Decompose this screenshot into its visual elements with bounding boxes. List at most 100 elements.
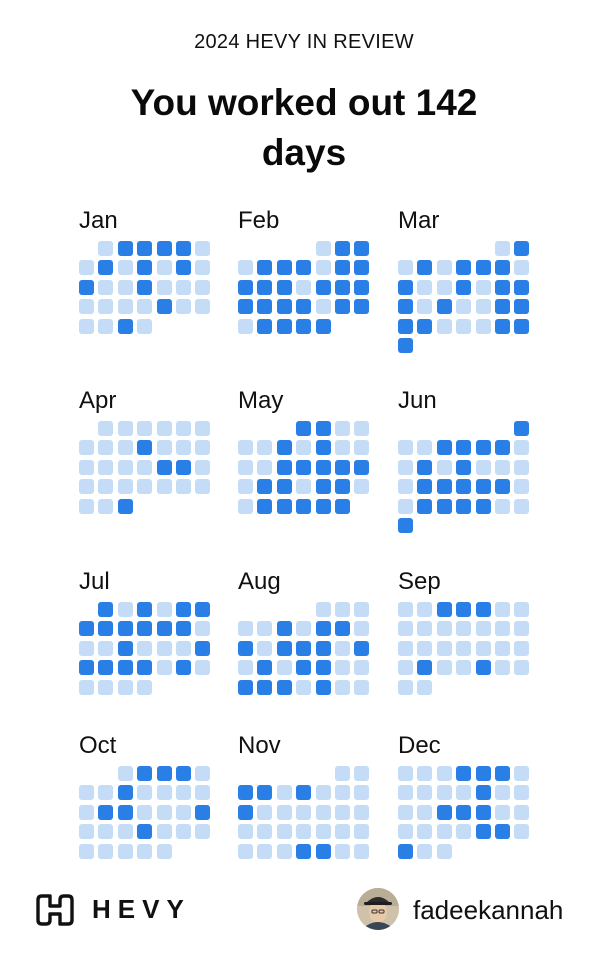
day-cell bbox=[98, 421, 113, 436]
month-label: Nov bbox=[238, 732, 281, 759]
user-avatar[interactable] bbox=[357, 888, 399, 930]
username[interactable]: fadeekannah bbox=[413, 895, 564, 925]
day-cell bbox=[238, 460, 253, 475]
day-cell bbox=[398, 805, 413, 820]
day-cell-workout bbox=[277, 641, 292, 656]
month-day-grid bbox=[79, 766, 219, 886]
day-cell-workout bbox=[296, 499, 311, 514]
day-cell-workout bbox=[137, 766, 152, 781]
day-cell bbox=[98, 844, 113, 859]
day-cell-workout bbox=[296, 660, 311, 675]
day-cell-workout bbox=[476, 805, 491, 820]
day-cell-workout bbox=[257, 660, 272, 675]
day-cell bbox=[437, 844, 452, 859]
day-cell bbox=[176, 440, 191, 455]
day-cell bbox=[238, 479, 253, 494]
day-cell bbox=[79, 499, 94, 514]
month-label: Feb bbox=[238, 207, 280, 234]
day-cell bbox=[437, 280, 452, 295]
day-cell bbox=[417, 805, 432, 820]
month-day-grid bbox=[79, 421, 219, 541]
day-cell bbox=[456, 660, 471, 675]
day-cell-workout bbox=[118, 241, 133, 256]
day-cell bbox=[398, 479, 413, 494]
day-cell bbox=[98, 299, 113, 314]
day-cell-workout bbox=[335, 280, 350, 295]
day-cell bbox=[118, 260, 133, 275]
day-cell-workout bbox=[157, 621, 172, 636]
day-cell-workout bbox=[79, 660, 94, 675]
day-cell-workout bbox=[238, 299, 253, 314]
day-cell bbox=[437, 660, 452, 675]
day-cell-workout bbox=[495, 299, 510, 314]
day-cell-workout bbox=[176, 766, 191, 781]
day-cell bbox=[398, 440, 413, 455]
day-cell-workout bbox=[296, 260, 311, 275]
day-cell-workout bbox=[257, 260, 272, 275]
day-cell bbox=[238, 319, 253, 334]
day-cell-workout bbox=[456, 805, 471, 820]
day-cell-workout bbox=[476, 602, 491, 617]
day-cell bbox=[257, 641, 272, 656]
day-cell bbox=[354, 421, 369, 436]
day-cell bbox=[456, 319, 471, 334]
day-cell bbox=[257, 440, 272, 455]
day-cell bbox=[79, 805, 94, 820]
day-cell bbox=[456, 785, 471, 800]
day-cell bbox=[98, 280, 113, 295]
day-cell-workout bbox=[476, 440, 491, 455]
day-cell bbox=[514, 766, 529, 781]
day-cell-workout bbox=[456, 440, 471, 455]
day-cell-workout bbox=[354, 260, 369, 275]
day-cell-workout bbox=[257, 785, 272, 800]
day-cell bbox=[79, 824, 94, 839]
day-cell-workout bbox=[417, 499, 432, 514]
day-cell bbox=[98, 641, 113, 656]
day-cell bbox=[417, 766, 432, 781]
day-cell-workout bbox=[277, 319, 292, 334]
day-cell bbox=[456, 641, 471, 656]
day-cell bbox=[137, 680, 152, 695]
day-cell bbox=[417, 280, 432, 295]
month-day-grid bbox=[79, 241, 219, 361]
day-cell bbox=[118, 479, 133, 494]
day-cell-workout bbox=[98, 805, 113, 820]
day-cell bbox=[157, 844, 172, 859]
day-cell-workout bbox=[495, 766, 510, 781]
day-cell bbox=[137, 421, 152, 436]
day-cell bbox=[277, 844, 292, 859]
day-cell-workout bbox=[98, 602, 113, 617]
day-cell bbox=[195, 766, 210, 781]
day-cell bbox=[79, 460, 94, 475]
day-cell-workout bbox=[157, 241, 172, 256]
workout-days-headline: You worked out 142 days bbox=[0, 78, 608, 178]
day-cell bbox=[238, 621, 253, 636]
day-cell bbox=[157, 660, 172, 675]
day-cell-workout bbox=[257, 479, 272, 494]
day-cell bbox=[79, 844, 94, 859]
month-day-grid bbox=[398, 602, 538, 722]
day-cell bbox=[176, 824, 191, 839]
day-cell bbox=[437, 319, 452, 334]
day-cell bbox=[238, 660, 253, 675]
day-cell-workout bbox=[257, 319, 272, 334]
day-cell-workout bbox=[316, 280, 331, 295]
day-cell-workout bbox=[137, 260, 152, 275]
day-cell bbox=[354, 660, 369, 675]
day-cell-workout bbox=[495, 280, 510, 295]
day-cell bbox=[476, 641, 491, 656]
day-cell bbox=[238, 844, 253, 859]
day-cell bbox=[98, 440, 113, 455]
day-cell bbox=[398, 766, 413, 781]
day-cell-workout bbox=[277, 260, 292, 275]
day-cell bbox=[398, 785, 413, 800]
day-cell bbox=[437, 460, 452, 475]
day-cell bbox=[238, 499, 253, 514]
day-cell-workout bbox=[98, 621, 113, 636]
day-cell-workout bbox=[238, 785, 253, 800]
day-cell-workout bbox=[335, 621, 350, 636]
month-label: Oct bbox=[79, 732, 117, 759]
day-cell bbox=[195, 421, 210, 436]
day-cell bbox=[79, 440, 94, 455]
day-cell bbox=[296, 621, 311, 636]
